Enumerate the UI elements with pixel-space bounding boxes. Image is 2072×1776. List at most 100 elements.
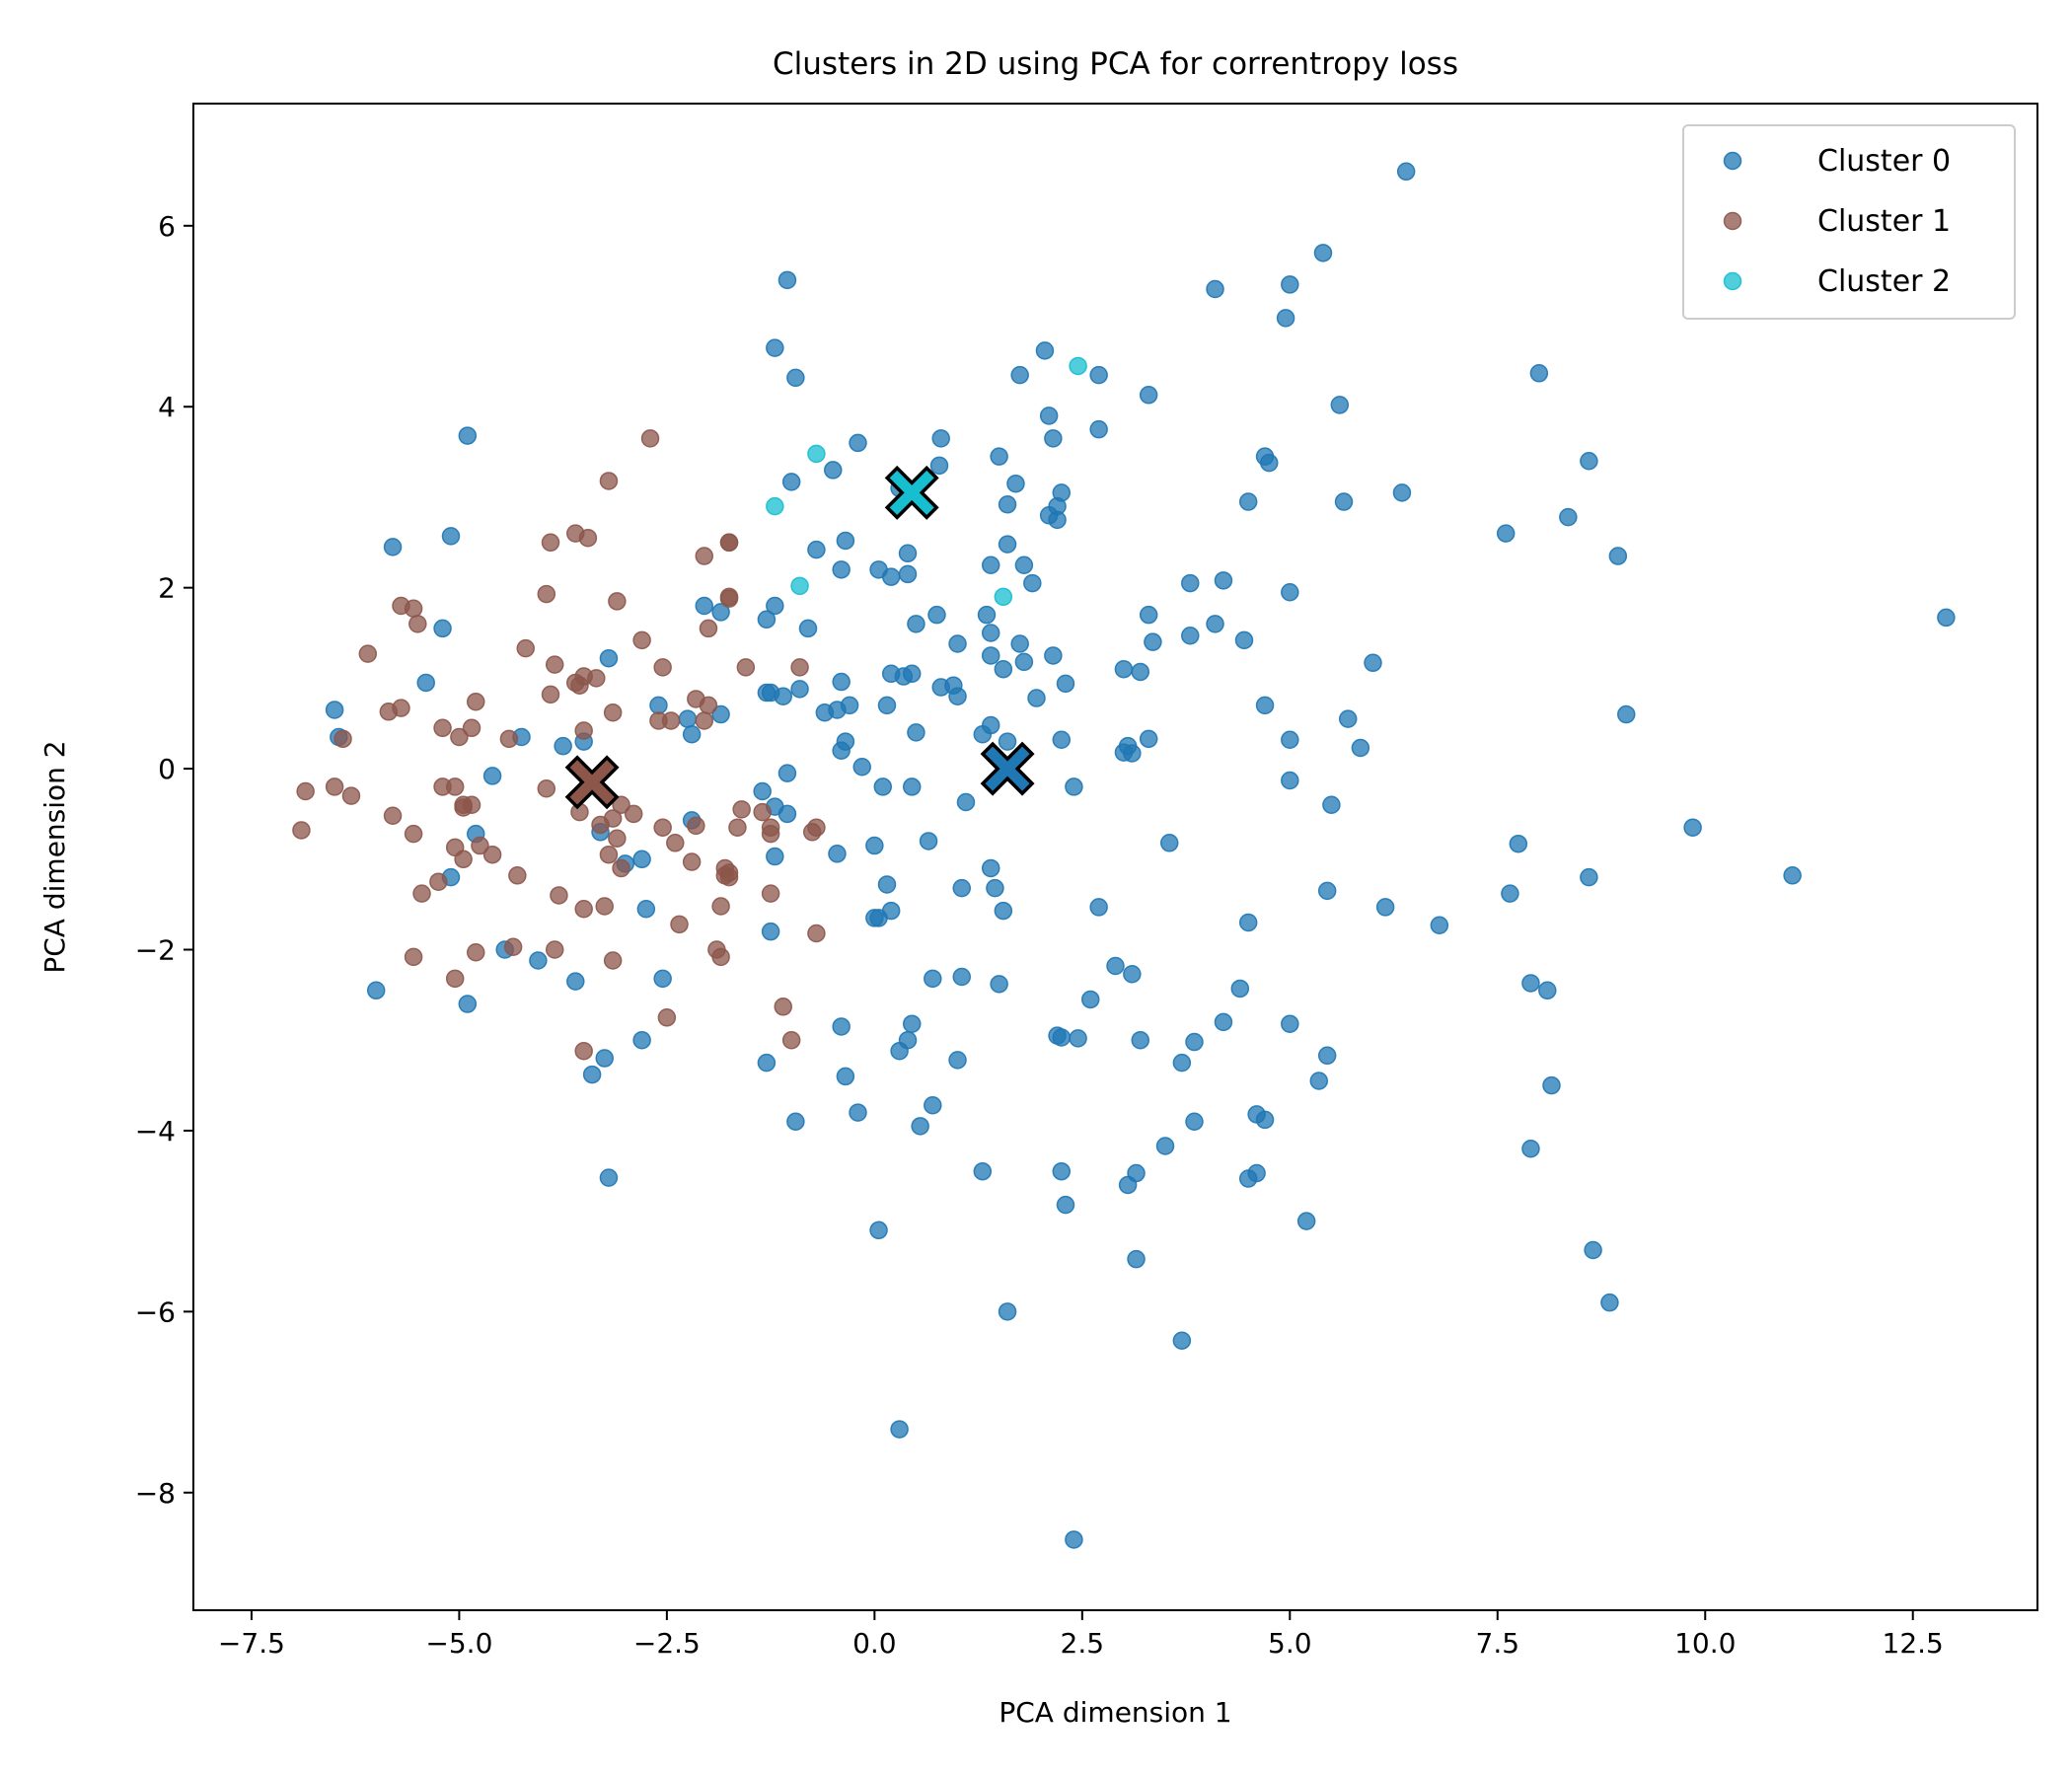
data-point	[640, 429, 660, 448]
data-point	[1580, 452, 1598, 471]
data-point	[1127, 1249, 1146, 1269]
data-point	[952, 967, 971, 987]
data-point	[1247, 1163, 1266, 1183]
data-point	[383, 806, 403, 826]
data-point	[994, 901, 1013, 921]
legend: Cluster 0 Cluster 1 Cluster 2	[1682, 124, 2016, 320]
data-point	[766, 847, 784, 866]
data-point	[873, 777, 893, 796]
data-point	[1364, 653, 1382, 673]
data-point	[981, 715, 1000, 735]
x-tick-label: −5.0	[425, 1627, 492, 1660]
data-point	[466, 692, 485, 711]
data-point	[807, 818, 826, 837]
data-point	[927, 605, 946, 625]
data-point	[840, 696, 859, 715]
data-point	[919, 832, 938, 851]
data-point	[482, 845, 502, 864]
data-point	[786, 1112, 805, 1132]
data-point	[1538, 981, 1557, 1000]
data-point	[1039, 407, 1059, 425]
data-point	[774, 998, 792, 1016]
legend-marker	[1723, 151, 1742, 171]
data-point	[998, 535, 1017, 554]
data-point	[1123, 744, 1142, 763]
data-point	[1044, 429, 1063, 448]
data-point	[541, 685, 560, 704]
data-point	[695, 596, 714, 616]
data-point	[612, 858, 630, 878]
data-point	[757, 610, 777, 629]
data-point	[433, 619, 452, 638]
data-point	[471, 836, 489, 855]
data-point	[591, 815, 610, 835]
data-point	[869, 1221, 888, 1240]
legend-items: Cluster 0 Cluster 1 Cluster 2	[1723, 144, 1951, 299]
data-point	[1159, 834, 1179, 852]
data-point	[1172, 1053, 1192, 1073]
data-point	[508, 866, 527, 885]
legend-marker	[1723, 211, 1742, 231]
data-point	[666, 834, 685, 852]
data-point	[1296, 1212, 1316, 1230]
data-point	[1056, 1195, 1075, 1215]
data-point	[612, 795, 630, 815]
data-point	[1255, 1110, 1275, 1130]
data-point	[1276, 309, 1295, 328]
data-point	[678, 709, 698, 728]
legend-marker	[1723, 271, 1742, 291]
data-point	[869, 560, 888, 579]
data-point	[761, 824, 780, 844]
data-point	[341, 786, 361, 805]
data-point	[761, 884, 780, 903]
data-point	[1089, 365, 1108, 385]
data-point	[687, 816, 705, 836]
data-point	[1255, 696, 1275, 715]
data-point	[849, 433, 867, 453]
data-point	[766, 338, 784, 357]
data-point	[296, 781, 315, 801]
data-point	[1035, 341, 1055, 360]
data-point	[777, 270, 797, 290]
data-point	[695, 547, 714, 565]
data-point	[1230, 979, 1250, 999]
data-point	[1181, 627, 1200, 645]
data-point	[1783, 866, 1802, 885]
data-point	[877, 696, 897, 715]
data-point	[537, 779, 556, 798]
data-point	[1281, 771, 1299, 790]
data-point	[1521, 974, 1540, 993]
data-point	[632, 1030, 651, 1050]
data-point	[566, 972, 585, 991]
data-point	[599, 648, 619, 668]
data-point	[1052, 1161, 1072, 1181]
data-point	[786, 368, 805, 388]
data-point	[550, 886, 568, 905]
data-point	[1683, 818, 1702, 837]
data-point	[445, 969, 465, 989]
data-point	[994, 659, 1013, 679]
x-tick-label: 0.0	[852, 1627, 897, 1660]
data-point	[924, 1095, 942, 1115]
data-point	[516, 638, 536, 658]
data-point	[482, 767, 502, 785]
data-point	[1608, 547, 1628, 565]
x-tick-label: 10.0	[1674, 1627, 1736, 1660]
data-point	[466, 943, 485, 962]
data-point	[450, 727, 469, 747]
data-point	[366, 981, 386, 1000]
data-point	[790, 680, 809, 699]
data-point	[998, 495, 1017, 514]
data-point	[1214, 1012, 1233, 1032]
data-point	[832, 1017, 851, 1036]
data-point	[981, 858, 1000, 878]
data-point	[952, 878, 971, 898]
data-point	[766, 496, 784, 516]
legend-label: Cluster 0	[1817, 144, 1951, 179]
data-point	[1069, 356, 1087, 376]
data-point	[757, 1053, 777, 1073]
data-point	[711, 897, 730, 916]
data-point	[412, 884, 431, 903]
data-point	[636, 899, 656, 919]
data-point	[832, 741, 851, 760]
